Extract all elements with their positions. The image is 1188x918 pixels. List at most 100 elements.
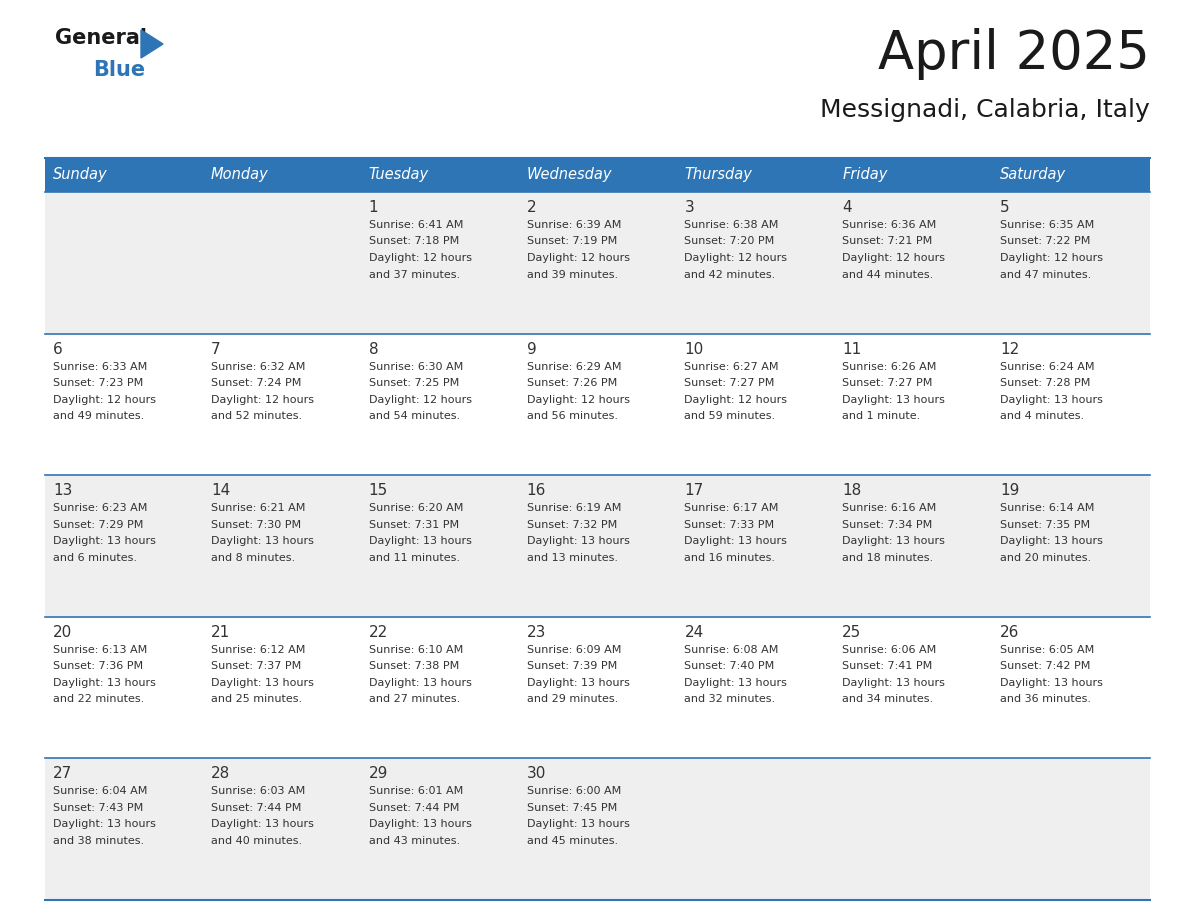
Text: Sunrise: 6:10 AM: Sunrise: 6:10 AM — [368, 644, 463, 655]
Text: Sunrise: 6:36 AM: Sunrise: 6:36 AM — [842, 220, 936, 230]
Text: Sunset: 7:44 PM: Sunset: 7:44 PM — [368, 803, 459, 813]
Text: Monday: Monday — [210, 167, 268, 183]
Text: and 52 minutes.: and 52 minutes. — [210, 411, 302, 421]
Bar — [361, 158, 519, 192]
Text: 30: 30 — [526, 767, 546, 781]
Text: and 1 minute.: and 1 minute. — [842, 411, 921, 421]
Text: Thursday: Thursday — [684, 167, 752, 183]
Text: Daylight: 13 hours: Daylight: 13 hours — [842, 677, 946, 688]
Text: 27: 27 — [53, 767, 72, 781]
Text: Sunrise: 6:29 AM: Sunrise: 6:29 AM — [526, 362, 621, 372]
Text: and 6 minutes.: and 6 minutes. — [53, 553, 137, 563]
Text: Sunset: 7:41 PM: Sunset: 7:41 PM — [842, 661, 933, 671]
Text: Sunset: 7:20 PM: Sunset: 7:20 PM — [684, 237, 775, 247]
Bar — [45, 333, 1150, 476]
Text: Messignadi, Calabria, Italy: Messignadi, Calabria, Italy — [820, 98, 1150, 122]
Text: Daylight: 12 hours: Daylight: 12 hours — [684, 253, 788, 263]
Text: and 29 minutes.: and 29 minutes. — [526, 694, 618, 704]
Text: 13: 13 — [53, 483, 72, 498]
Text: Tuesday: Tuesday — [368, 167, 429, 183]
Text: Daylight: 13 hours: Daylight: 13 hours — [684, 677, 788, 688]
Text: and 39 minutes.: and 39 minutes. — [526, 270, 618, 279]
Text: Daylight: 12 hours: Daylight: 12 hours — [684, 395, 788, 405]
Text: Sunrise: 6:41 AM: Sunrise: 6:41 AM — [368, 220, 463, 230]
Text: Daylight: 13 hours: Daylight: 13 hours — [368, 677, 472, 688]
Text: Sunset: 7:37 PM: Sunset: 7:37 PM — [210, 661, 301, 671]
Text: Daylight: 13 hours: Daylight: 13 hours — [53, 536, 156, 546]
Text: Sunrise: 6:08 AM: Sunrise: 6:08 AM — [684, 644, 779, 655]
Text: Sunrise: 6:06 AM: Sunrise: 6:06 AM — [842, 644, 936, 655]
Text: and 34 minutes.: and 34 minutes. — [842, 694, 934, 704]
Text: and 56 minutes.: and 56 minutes. — [526, 411, 618, 421]
Text: 8: 8 — [368, 341, 378, 356]
Text: Sunrise: 6:24 AM: Sunrise: 6:24 AM — [1000, 362, 1094, 372]
Bar — [676, 158, 834, 192]
Text: Sunrise: 6:17 AM: Sunrise: 6:17 AM — [684, 503, 779, 513]
Text: 12: 12 — [1000, 341, 1019, 356]
Text: Daylight: 13 hours: Daylight: 13 hours — [210, 820, 314, 829]
Text: and 4 minutes.: and 4 minutes. — [1000, 411, 1085, 421]
Text: Sunrise: 6:09 AM: Sunrise: 6:09 AM — [526, 644, 621, 655]
Text: Sunrise: 6:12 AM: Sunrise: 6:12 AM — [210, 644, 305, 655]
Text: and 59 minutes.: and 59 minutes. — [684, 411, 776, 421]
Text: Daylight: 13 hours: Daylight: 13 hours — [526, 536, 630, 546]
Text: and 49 minutes.: and 49 minutes. — [53, 411, 144, 421]
Text: Sunrise: 6:14 AM: Sunrise: 6:14 AM — [1000, 503, 1094, 513]
Text: 9: 9 — [526, 341, 536, 356]
Text: Sunset: 7:23 PM: Sunset: 7:23 PM — [53, 378, 144, 388]
Text: Sunset: 7:25 PM: Sunset: 7:25 PM — [368, 378, 459, 388]
Text: and 36 minutes.: and 36 minutes. — [1000, 694, 1091, 704]
Text: Saturday: Saturday — [1000, 167, 1067, 183]
Text: Sunset: 7:33 PM: Sunset: 7:33 PM — [684, 520, 775, 530]
Text: Sunset: 7:38 PM: Sunset: 7:38 PM — [368, 661, 459, 671]
Text: and 25 minutes.: and 25 minutes. — [210, 694, 302, 704]
Text: Daylight: 12 hours: Daylight: 12 hours — [526, 395, 630, 405]
Text: Sunrise: 6:01 AM: Sunrise: 6:01 AM — [368, 787, 463, 797]
Text: Sunset: 7:31 PM: Sunset: 7:31 PM — [368, 520, 459, 530]
Text: Sunrise: 6:35 AM: Sunrise: 6:35 AM — [1000, 220, 1094, 230]
Bar — [45, 158, 203, 192]
Text: 16: 16 — [526, 483, 546, 498]
Bar — [45, 192, 1150, 333]
Text: Daylight: 13 hours: Daylight: 13 hours — [368, 820, 472, 829]
Text: Daylight: 12 hours: Daylight: 12 hours — [526, 253, 630, 263]
Text: and 47 minutes.: and 47 minutes. — [1000, 270, 1092, 279]
Text: Daylight: 13 hours: Daylight: 13 hours — [1000, 395, 1102, 405]
Text: and 18 minutes.: and 18 minutes. — [842, 553, 934, 563]
Text: 6: 6 — [53, 341, 63, 356]
Text: Sunset: 7:28 PM: Sunset: 7:28 PM — [1000, 378, 1091, 388]
Text: 2: 2 — [526, 200, 536, 215]
Text: Sunset: 7:32 PM: Sunset: 7:32 PM — [526, 520, 617, 530]
Bar — [45, 758, 1150, 900]
Text: Daylight: 13 hours: Daylight: 13 hours — [842, 395, 946, 405]
Bar — [519, 158, 676, 192]
Text: Sunset: 7:42 PM: Sunset: 7:42 PM — [1000, 661, 1091, 671]
Text: Daylight: 13 hours: Daylight: 13 hours — [210, 536, 314, 546]
Text: 17: 17 — [684, 483, 703, 498]
Text: 22: 22 — [368, 625, 388, 640]
Text: Daylight: 13 hours: Daylight: 13 hours — [526, 820, 630, 829]
Text: 21: 21 — [210, 625, 230, 640]
Text: Sunset: 7:44 PM: Sunset: 7:44 PM — [210, 803, 302, 813]
Text: 3: 3 — [684, 200, 694, 215]
Text: Sunset: 7:19 PM: Sunset: 7:19 PM — [526, 237, 617, 247]
Text: Sunset: 7:30 PM: Sunset: 7:30 PM — [210, 520, 301, 530]
Text: Wednesday: Wednesday — [526, 167, 612, 183]
Text: and 16 minutes.: and 16 minutes. — [684, 553, 776, 563]
Text: Sunset: 7:43 PM: Sunset: 7:43 PM — [53, 803, 144, 813]
Text: and 42 minutes.: and 42 minutes. — [684, 270, 776, 279]
Text: and 27 minutes.: and 27 minutes. — [368, 694, 460, 704]
Text: Daylight: 12 hours: Daylight: 12 hours — [368, 395, 472, 405]
Text: Daylight: 13 hours: Daylight: 13 hours — [1000, 677, 1102, 688]
Text: Daylight: 13 hours: Daylight: 13 hours — [1000, 536, 1102, 546]
Bar — [992, 158, 1150, 192]
Text: Sunset: 7:36 PM: Sunset: 7:36 PM — [53, 661, 143, 671]
Text: 26: 26 — [1000, 625, 1019, 640]
Text: Blue: Blue — [93, 60, 145, 80]
Text: Sunrise: 6:32 AM: Sunrise: 6:32 AM — [210, 362, 305, 372]
Text: Daylight: 13 hours: Daylight: 13 hours — [842, 536, 946, 546]
Text: 11: 11 — [842, 341, 861, 356]
Text: Daylight: 13 hours: Daylight: 13 hours — [53, 820, 156, 829]
Text: Sunrise: 6:27 AM: Sunrise: 6:27 AM — [684, 362, 779, 372]
Text: Friday: Friday — [842, 167, 887, 183]
